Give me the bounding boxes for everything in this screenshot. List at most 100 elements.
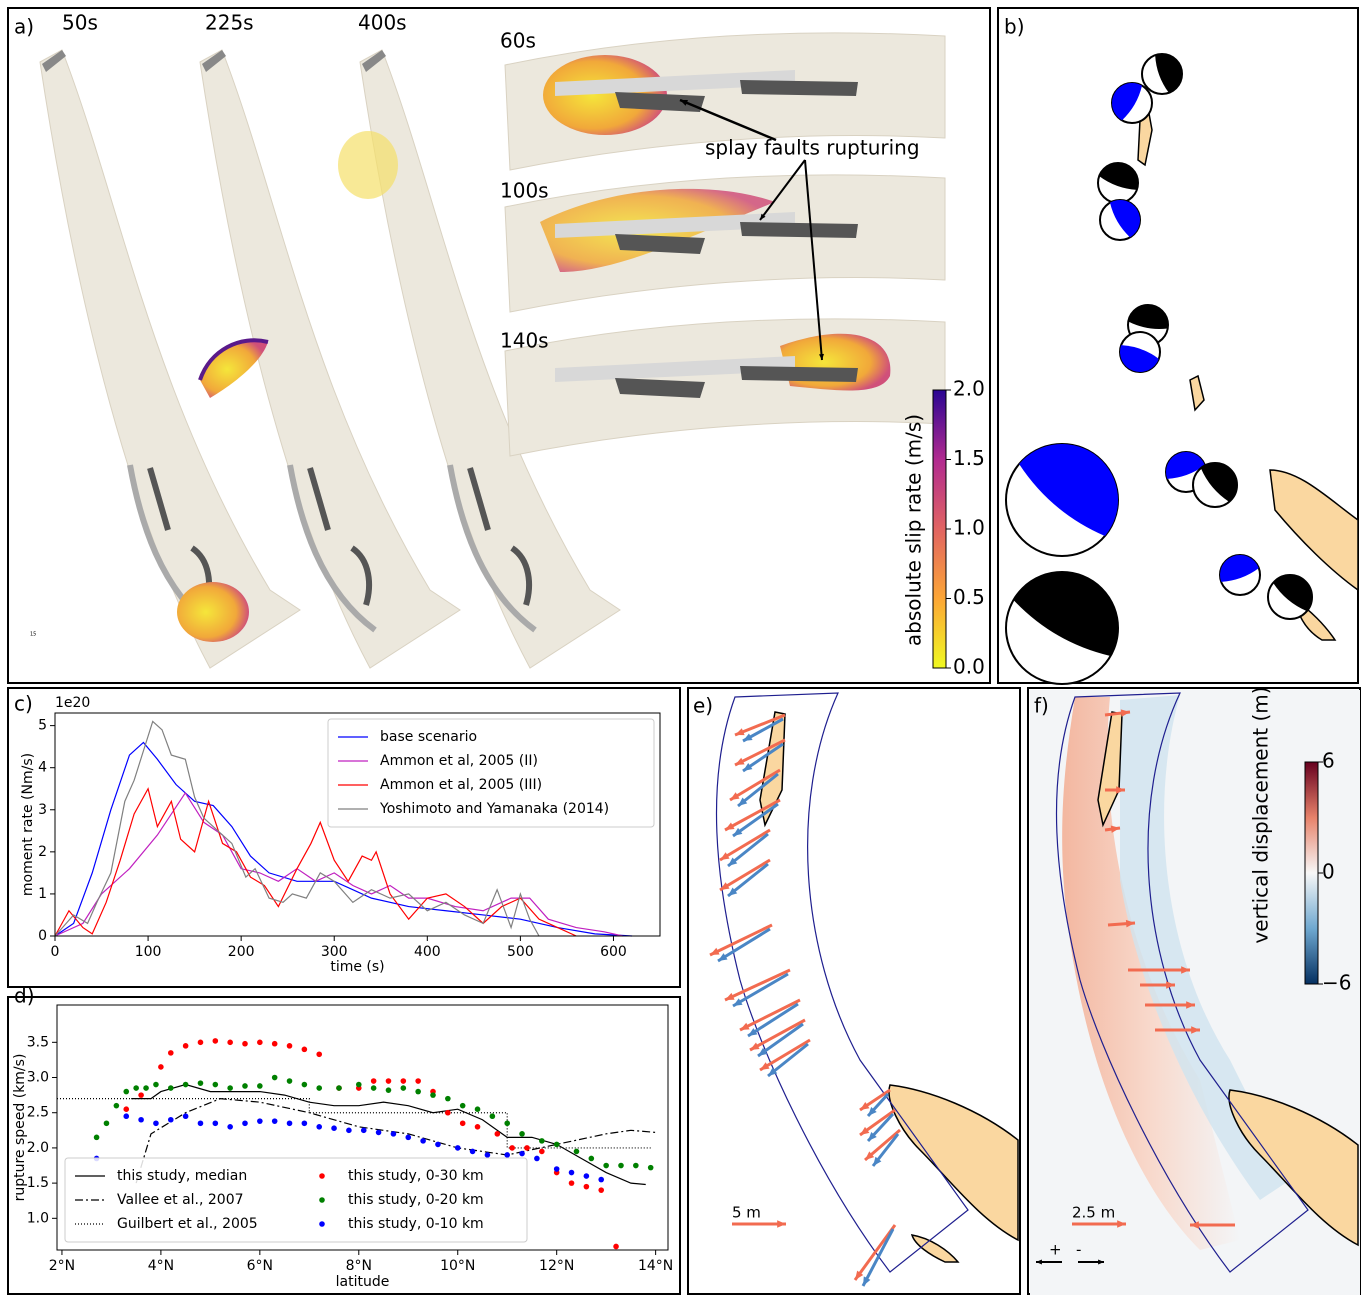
x-tick-label: 10°N [440, 1258, 475, 1274]
illustrations [40, 33, 1360, 1295]
data-point [242, 1120, 248, 1126]
data-point [198, 1120, 204, 1126]
snapshot-time: 400s [358, 11, 407, 35]
arrow-head [777, 1220, 786, 1227]
legend-label: base scenario [380, 729, 477, 745]
colorbar-tick-label: 0 [1322, 860, 1335, 884]
data-point [287, 1078, 293, 1084]
data-point [302, 1047, 308, 1053]
small-text: 15 [30, 632, 36, 638]
colorbar-tick-label: 6 [1322, 749, 1335, 773]
x-tick-label: 2°N [49, 1258, 75, 1274]
legend-marker [319, 1197, 325, 1203]
snapshot-time: 140s [500, 329, 549, 353]
legend-label: Guilbert et al., 2005 [117, 1216, 258, 1232]
data-point [213, 1038, 219, 1044]
data-point [346, 1128, 352, 1134]
data-point [198, 1080, 204, 1086]
data-point [183, 1043, 189, 1049]
x-tick-label: 4°N [148, 1258, 174, 1274]
data-point [598, 1177, 604, 1183]
data-point [138, 1117, 144, 1123]
data-point [415, 1078, 421, 1084]
y-tick-label: 2.0 [27, 1140, 49, 1156]
legend-label: this study, 0-10 km [348, 1216, 484, 1232]
data-point [485, 1152, 491, 1158]
data-point [153, 1120, 159, 1126]
data-point [475, 1106, 481, 1112]
data-point [391, 1131, 397, 1137]
x-tick-label: 100 [135, 944, 162, 960]
arrow-shaft [740, 1000, 800, 1030]
x-tick-label: 500 [507, 944, 534, 960]
legend-marker [319, 1173, 325, 1179]
data-point [331, 1125, 337, 1131]
data-point [272, 1041, 278, 1047]
data-point [361, 1128, 367, 1134]
data-point [405, 1135, 411, 1141]
x-axis-label: time (s) [330, 959, 384, 975]
data-point [168, 1085, 174, 1091]
data-point [138, 1092, 144, 1098]
y-tick-label: 0 [38, 928, 47, 944]
colorbar-tick-label: 0.5 [953, 585, 985, 609]
data-point [183, 1113, 189, 1119]
data-point [455, 1145, 461, 1151]
legend-marker [319, 1221, 325, 1227]
y-tick-label: 3.5 [27, 1034, 49, 1050]
slip-patch [338, 131, 398, 199]
data-point [213, 1082, 219, 1088]
legend-label: this study, median [117, 1168, 247, 1184]
data-point [435, 1142, 441, 1148]
rupture-outline [716, 693, 968, 1272]
panel-label: b) [1004, 15, 1025, 39]
x-tick-label: 8°N [346, 1258, 372, 1274]
data-point [336, 1085, 342, 1091]
data-point [133, 1085, 139, 1091]
snapshot-time: 60s [500, 29, 536, 53]
data-point [569, 1180, 575, 1186]
data-point [198, 1040, 204, 1046]
data-point [316, 1124, 322, 1130]
data-point [603, 1163, 609, 1169]
data-point [316, 1051, 322, 1057]
legend-label: Vallee et al., 2007 [117, 1192, 244, 1208]
arrow-shaft [863, 1229, 893, 1286]
y-tick-label: 3 [38, 802, 47, 818]
colorbar-tick-label: 0.0 [953, 655, 985, 679]
y-tick-label: 1.0 [27, 1210, 49, 1226]
x-tick-label: 600 [600, 944, 627, 960]
data-point [618, 1163, 624, 1169]
snapshot-time: 50s [62, 11, 98, 35]
y-tick-label: 3.0 [27, 1070, 49, 1086]
data-point [257, 1083, 263, 1089]
data-point [153, 1082, 159, 1088]
arrow-shaft [710, 925, 772, 955]
scale-label: 2.5 m [1072, 1204, 1115, 1222]
land [1270, 470, 1358, 590]
x-tick-label: 400 [414, 944, 441, 960]
data-point [460, 1103, 466, 1109]
x-tick-label: 300 [321, 944, 348, 960]
page: {"panels":{ "a":{"label":"a)","snapshots… [0, 0, 1362, 1295]
data-point [227, 1040, 233, 1046]
data-point [569, 1170, 575, 1176]
data-point [504, 1152, 510, 1158]
data-point [495, 1131, 501, 1137]
arrow-head [735, 728, 745, 735]
legend-label: Yoshimoto and Yamanaka (2014) [379, 801, 609, 817]
data-point [257, 1118, 263, 1124]
colorbar [1305, 762, 1318, 984]
arrow-shaft [750, 1020, 805, 1050]
data-point [598, 1187, 604, 1193]
data-point [613, 1244, 619, 1250]
data-point [123, 1089, 129, 1095]
data-point [257, 1040, 263, 1046]
data-point [302, 1120, 308, 1126]
legend-label: this study, 0-30 km [348, 1168, 484, 1184]
colorbar [933, 390, 946, 668]
data-point [415, 1089, 421, 1095]
data-point [534, 1156, 540, 1162]
panel-label: e) [693, 694, 713, 718]
data-point [386, 1087, 392, 1093]
